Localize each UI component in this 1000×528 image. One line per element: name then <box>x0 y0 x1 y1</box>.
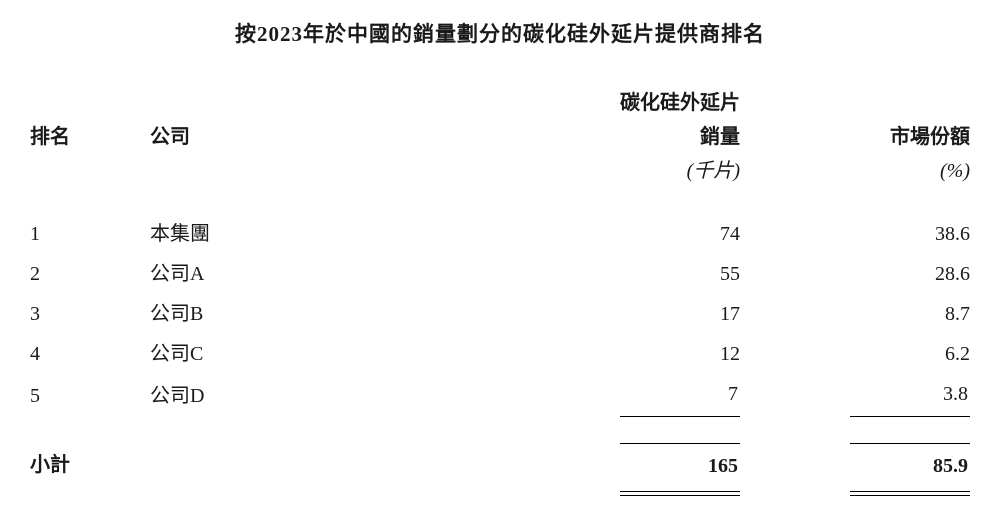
header-row-2: 排名 公司 銷量 市場份額 <box>30 120 970 154</box>
table-row: 2 公司A 55 28.6 <box>30 254 970 294</box>
table-row: 3 公司B 17 8.7 <box>30 294 970 334</box>
cell-company: 公司C <box>150 334 450 374</box>
cell-company: 公司B <box>150 294 450 334</box>
unit-share: (%) <box>740 154 970 214</box>
subtotal-row: 小計 165 85.9 <box>30 417 970 486</box>
table-row: 1 本集團 74 38.6 <box>30 214 970 254</box>
header-company: 公司 <box>150 120 450 154</box>
cell-volume: 12 <box>450 334 740 374</box>
header-share: 市場份額 <box>740 120 970 154</box>
cell-rank: 4 <box>30 334 150 374</box>
cell-rank: 2 <box>30 254 150 294</box>
cell-volume: 17 <box>450 294 740 334</box>
cell-share: 8.7 <box>740 294 970 334</box>
cell-volume: 7 <box>450 374 740 417</box>
subtotal-share: 85.9 <box>740 417 970 486</box>
subtotal-volume: 165 <box>450 417 740 486</box>
cell-volume: 74 <box>450 214 740 254</box>
cell-company: 本集團 <box>150 214 450 254</box>
cell-share: 3.8 <box>740 374 970 417</box>
unit-volume: (千片) <box>450 154 740 214</box>
cell-rank: 1 <box>30 214 150 254</box>
cell-company: 公司D <box>150 374 450 417</box>
ranking-table: 碳化硅外延片 排名 公司 銷量 市場份額 (千片) (%) 1 本集團 74 3… <box>30 86 970 486</box>
table-title: 按2023年於中國的銷量劃分的碳化硅外延片提供商排名 <box>30 18 970 48</box>
table-row: 4 公司C 12 6.2 <box>30 334 970 374</box>
header-rank: 排名 <box>30 120 150 154</box>
header-volume-line2: 銷量 <box>450 120 740 154</box>
header-row-1: 碳化硅外延片 <box>30 86 970 120</box>
cell-share: 28.6 <box>740 254 970 294</box>
unit-row: (千片) (%) <box>30 154 970 214</box>
cell-share: 6.2 <box>740 334 970 374</box>
subtotal-label: 小計 <box>30 417 150 486</box>
header-volume-line1: 碳化硅外延片 <box>450 86 740 120</box>
cell-rank: 3 <box>30 294 150 334</box>
cell-rank: 5 <box>30 374 150 417</box>
cell-share: 38.6 <box>740 214 970 254</box>
cell-company: 公司A <box>150 254 450 294</box>
cell-volume: 55 <box>450 254 740 294</box>
table-row: 5 公司D 7 3.8 <box>30 374 970 417</box>
